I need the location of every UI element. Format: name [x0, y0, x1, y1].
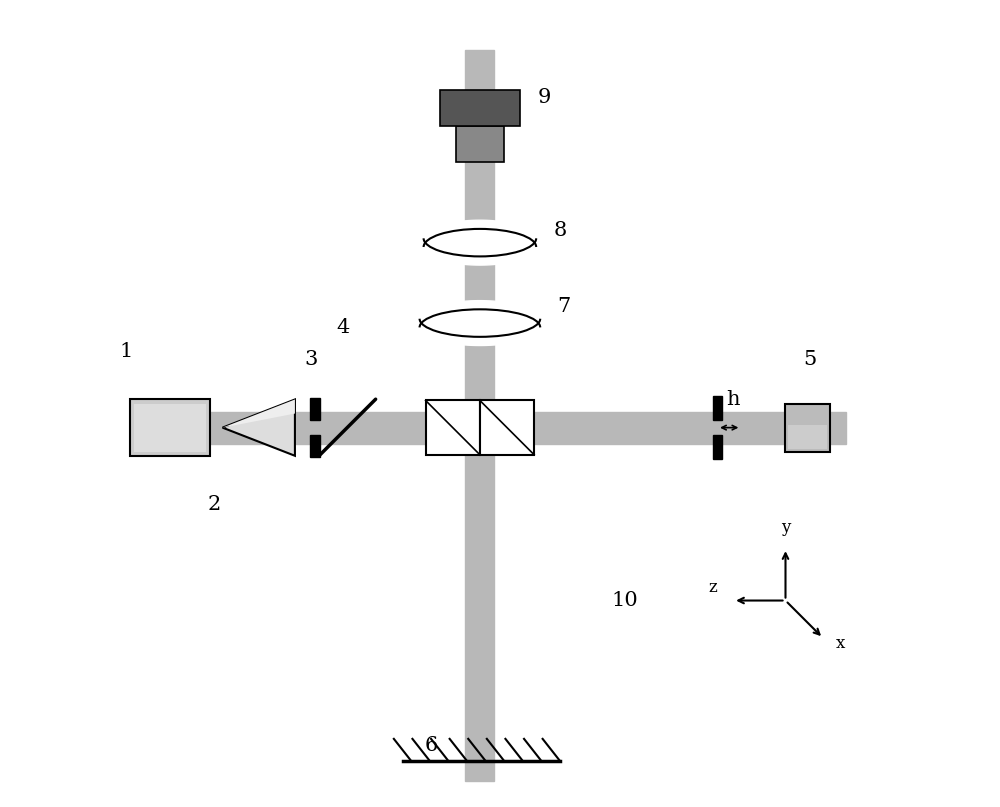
Bar: [138, 412, 846, 444]
Text: z: z: [709, 579, 717, 596]
Bar: [310, 435, 320, 458]
Text: 3: 3: [304, 349, 318, 369]
Bar: [456, 126, 504, 162]
Text: 2: 2: [208, 495, 221, 513]
Bar: [785, 404, 830, 452]
Text: 8: 8: [554, 221, 567, 240]
Bar: [465, 50, 494, 781]
Bar: [426, 400, 480, 455]
Bar: [788, 425, 827, 449]
Text: 9: 9: [538, 89, 551, 107]
Text: 1: 1: [119, 341, 133, 361]
Text: 6: 6: [425, 736, 438, 755]
Polygon shape: [223, 399, 295, 456]
Polygon shape: [424, 220, 536, 265]
Bar: [440, 90, 520, 126]
Text: 5: 5: [803, 349, 816, 369]
Text: 4: 4: [337, 318, 350, 337]
Text: h: h: [726, 390, 740, 409]
Bar: [134, 404, 206, 452]
Text: x: x: [836, 635, 846, 652]
Text: 7: 7: [558, 298, 571, 316]
Bar: [480, 400, 534, 455]
Bar: [310, 398, 320, 420]
Polygon shape: [223, 399, 295, 428]
Bar: [130, 399, 210, 456]
Polygon shape: [420, 301, 540, 345]
Bar: [713, 435, 722, 459]
Bar: [713, 396, 722, 420]
Text: 10: 10: [611, 591, 638, 610]
Text: y: y: [781, 519, 790, 536]
